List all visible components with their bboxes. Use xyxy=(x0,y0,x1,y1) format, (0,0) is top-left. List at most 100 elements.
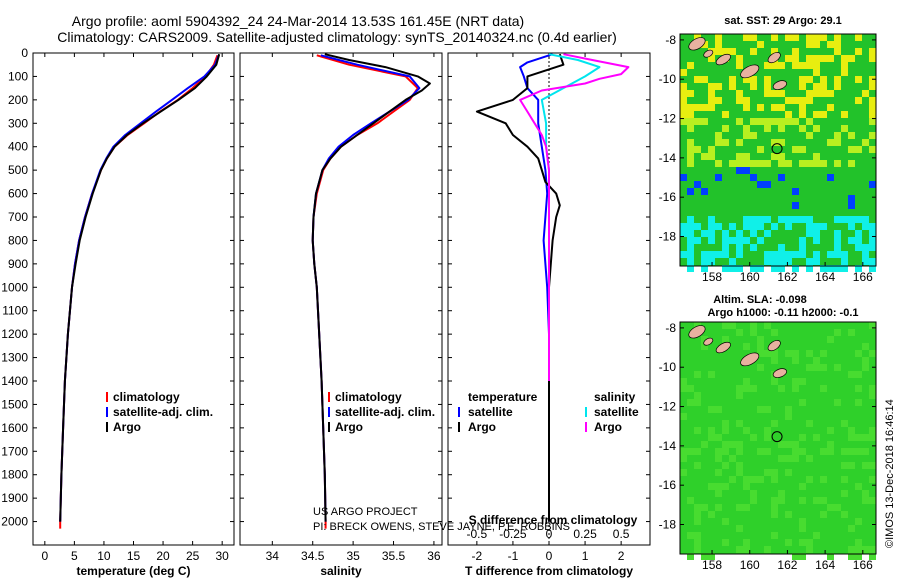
x-tick-label: 2 xyxy=(618,549,625,563)
map-cell xyxy=(757,476,764,483)
lon-tick-label: 166 xyxy=(853,558,873,572)
map-cell xyxy=(722,251,729,258)
map-cell xyxy=(834,230,841,237)
map-cell xyxy=(680,385,687,392)
map-cell xyxy=(708,153,715,160)
map-cell xyxy=(736,448,743,455)
map-cell xyxy=(869,427,876,434)
map-cell xyxy=(806,160,813,167)
map-cell xyxy=(694,392,701,399)
lat-tick-label: -12 xyxy=(659,400,677,414)
map-cell xyxy=(680,97,687,104)
salinity-panel: 34 34.5 35 35.5 36 salinity xyxy=(239,52,443,578)
map-cell xyxy=(687,153,694,160)
map-cell xyxy=(848,55,855,62)
map-cell xyxy=(771,34,778,41)
map-cell xyxy=(813,497,820,504)
map-cell xyxy=(764,350,771,357)
map-cell xyxy=(869,497,876,504)
map-cell xyxy=(827,427,834,434)
legend-title-temperature: temperature xyxy=(468,390,538,404)
lat-tick-label: -10 xyxy=(659,72,677,86)
map-cell xyxy=(743,539,750,546)
map-cell xyxy=(694,34,701,41)
map-cell xyxy=(743,546,750,553)
map-cell xyxy=(820,160,827,167)
legend-label-satellite: satellite-adj. clim. xyxy=(335,405,435,419)
map-cell xyxy=(799,553,806,560)
legend-label-s-satellite: satellite xyxy=(594,405,639,419)
map-cell xyxy=(869,132,876,139)
map-cell xyxy=(834,399,841,406)
map-cell xyxy=(701,343,708,350)
map-cell xyxy=(848,223,855,230)
map-cell xyxy=(743,427,750,434)
map-cell xyxy=(708,406,715,413)
map-cell xyxy=(813,434,820,441)
map-cell xyxy=(708,237,715,244)
map-cell xyxy=(701,265,708,272)
plot-frame xyxy=(32,52,235,546)
map-cell xyxy=(722,48,729,55)
map-cell xyxy=(687,216,694,223)
map-cell xyxy=(778,490,785,497)
map-cell xyxy=(820,364,827,371)
map-cell xyxy=(834,251,841,258)
depth-tick-label: 1000 xyxy=(1,280,28,294)
map-cell xyxy=(771,251,778,258)
map-cell xyxy=(736,244,743,251)
map-cell xyxy=(799,497,806,504)
map-cell xyxy=(792,448,799,455)
map-cell xyxy=(708,251,715,258)
map-cell xyxy=(792,251,799,258)
map-cell xyxy=(722,427,729,434)
map-cell xyxy=(806,230,813,237)
map-cell xyxy=(743,153,750,160)
top-x-tick-label: -0.25 xyxy=(499,527,527,541)
map-cell xyxy=(743,483,750,490)
map-cell xyxy=(848,329,855,336)
map-cell xyxy=(855,546,862,553)
map-cell xyxy=(687,532,694,539)
map-cell xyxy=(736,441,743,448)
x-tick-label: 5 xyxy=(71,549,78,563)
map-cell xyxy=(715,490,722,497)
map-cell xyxy=(813,251,820,258)
map-cell xyxy=(729,223,736,230)
map-cell xyxy=(806,132,813,139)
map-cell xyxy=(785,413,792,420)
map-cell xyxy=(813,237,820,244)
map-cell xyxy=(806,216,813,223)
map-cell xyxy=(771,469,778,476)
map-cell xyxy=(687,139,694,146)
map-cell xyxy=(750,476,757,483)
map-cell xyxy=(841,462,848,469)
map-cell xyxy=(869,111,876,118)
map-cell xyxy=(799,76,806,83)
map-cell xyxy=(757,104,764,111)
map-cell xyxy=(848,160,855,167)
map-cell xyxy=(750,490,757,497)
map-cell xyxy=(827,90,834,97)
map-cell xyxy=(722,237,729,244)
map-cell xyxy=(848,434,855,441)
map-cell xyxy=(708,427,715,434)
island-shape xyxy=(688,37,706,51)
map-cell xyxy=(834,237,841,244)
map-cell xyxy=(792,265,799,272)
map-cell xyxy=(722,448,729,455)
map-cell xyxy=(862,343,869,350)
lat-tick-label: -14 xyxy=(659,151,677,165)
map-cell xyxy=(736,469,743,476)
map-cell xyxy=(771,153,778,160)
map-cell xyxy=(701,441,708,448)
map-cell xyxy=(743,160,750,167)
map-cell xyxy=(764,251,771,258)
map-cell xyxy=(694,532,701,539)
island-shape xyxy=(703,337,714,346)
map-cell xyxy=(771,329,778,336)
lon-tick-label: 164 xyxy=(815,558,835,572)
map-cell xyxy=(848,553,855,560)
argo-position-marker xyxy=(771,431,783,443)
map-cell xyxy=(799,146,806,153)
